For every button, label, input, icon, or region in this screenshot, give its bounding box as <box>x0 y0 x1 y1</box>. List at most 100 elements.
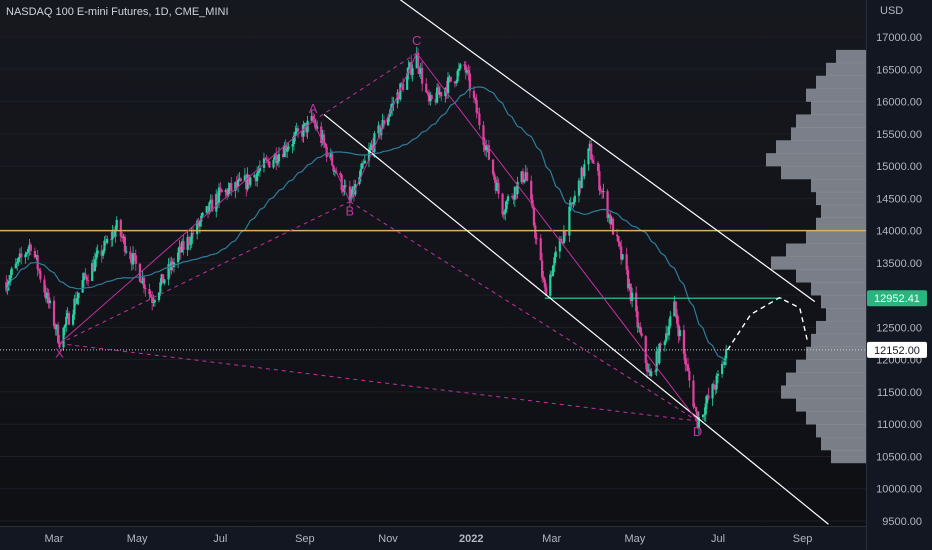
candle-body <box>388 113 391 117</box>
candle-body <box>344 185 347 187</box>
candle-body <box>419 67 422 75</box>
candle-body <box>245 175 248 190</box>
candle-body <box>363 160 366 164</box>
candle-body <box>497 182 500 194</box>
candle-body <box>55 324 58 330</box>
candle-body <box>386 116 390 126</box>
candle-body <box>71 314 75 325</box>
candle-body <box>249 177 252 185</box>
candle-body <box>684 353 687 365</box>
pattern-leg <box>416 52 698 422</box>
candle-body <box>273 153 276 160</box>
harmonic-pattern: X A B C D <box>55 33 702 439</box>
channel-line <box>323 113 829 525</box>
candle-body <box>339 173 342 175</box>
candle-body <box>609 214 612 225</box>
candle-body <box>73 298 76 315</box>
candle-body <box>303 122 306 125</box>
candle-body <box>348 186 351 200</box>
candle-body <box>258 167 261 171</box>
pattern-leg <box>349 201 698 422</box>
candle-body <box>152 301 155 303</box>
candle-body <box>588 143 591 149</box>
volume-profile-bar <box>821 437 866 451</box>
candle-body <box>112 231 116 237</box>
candle-body <box>554 251 557 258</box>
candle-body <box>361 163 364 169</box>
candle-body <box>129 251 132 260</box>
price-badge-current <box>867 341 927 358</box>
candle-body <box>456 70 459 82</box>
volume-profile-bar <box>796 114 866 128</box>
volume-profile-bar <box>766 153 866 167</box>
candle-body <box>377 125 380 134</box>
candle-body <box>228 183 231 189</box>
candle-body <box>58 342 61 348</box>
candle-body <box>369 147 372 151</box>
candle-body <box>141 277 144 284</box>
candle-body <box>562 230 566 243</box>
candle-body <box>725 349 728 359</box>
volume-profile-bar <box>796 398 866 412</box>
volume-profile-bar <box>806 88 866 102</box>
candle-body <box>656 351 660 364</box>
candle-body <box>217 187 221 204</box>
candle-body <box>76 298 79 304</box>
pattern-leg <box>59 120 314 344</box>
candle-body <box>535 238 538 240</box>
candle-body <box>543 279 546 288</box>
candle-body <box>332 165 335 172</box>
candle-body <box>190 232 193 244</box>
candle-body <box>408 62 411 68</box>
candle-body <box>675 314 679 324</box>
candle-body <box>7 280 11 285</box>
candle-body <box>705 395 709 404</box>
candle-body <box>504 209 507 214</box>
candle-body <box>485 146 488 151</box>
candle-body <box>373 133 376 152</box>
candle-body <box>457 68 461 71</box>
candle-body <box>466 70 469 73</box>
channel-line <box>399 0 816 303</box>
moving-average-line <box>5 86 727 363</box>
candle-body <box>437 87 440 95</box>
candle-body <box>74 298 77 304</box>
candle-body <box>445 87 448 94</box>
candle-body <box>153 300 156 302</box>
volume-profile <box>766 49 866 464</box>
pattern-point-label: A <box>309 101 318 116</box>
candle-body <box>144 288 147 290</box>
y-tick-label: 13500.00 <box>876 258 922 270</box>
candle-body <box>14 263 17 269</box>
candle-body <box>396 92 399 104</box>
candle-body <box>629 283 632 301</box>
candle-body <box>483 144 486 151</box>
candle-body <box>464 65 467 73</box>
candle-body <box>246 174 249 190</box>
candle-body <box>181 241 184 253</box>
candle-body <box>178 246 181 253</box>
candle-body <box>714 388 717 390</box>
candle-body <box>254 175 257 182</box>
volume-profile-bar <box>826 62 866 77</box>
candle-body <box>209 199 212 203</box>
candle-body <box>176 252 180 263</box>
candle-body <box>410 62 413 76</box>
candle-body <box>81 279 84 293</box>
candle-body <box>100 250 103 256</box>
candle-body <box>281 154 285 157</box>
candle-body <box>287 146 290 150</box>
candle-body <box>523 179 526 183</box>
candle-body <box>197 220 200 227</box>
candle-body <box>265 159 268 161</box>
candle-body <box>703 414 706 416</box>
volume-profile-bar <box>781 385 866 399</box>
volume-profile-bar <box>806 411 866 425</box>
candle-body <box>189 243 192 245</box>
candle-body <box>494 179 497 191</box>
candle-body <box>678 330 681 337</box>
candle-body <box>44 292 47 299</box>
candle-body <box>640 333 643 337</box>
